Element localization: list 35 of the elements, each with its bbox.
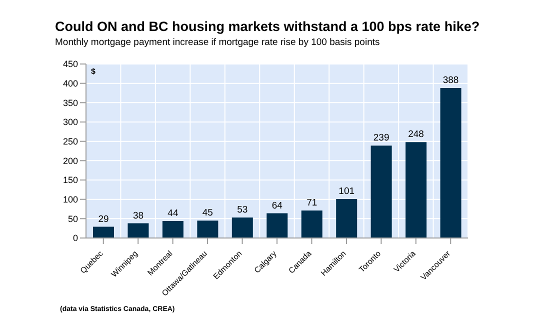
data-label: 239	[373, 132, 390, 144]
data-label: 53	[237, 204, 248, 216]
y-tick-label: 50	[68, 214, 78, 224]
y-axis-title: $	[91, 67, 96, 76]
bar	[301, 210, 322, 238]
y-tick-label: 350	[62, 98, 78, 108]
data-label: 71	[306, 198, 318, 209]
data-label: 388	[442, 74, 459, 86]
bar	[93, 226, 114, 238]
data-label: 44	[168, 208, 178, 219]
y-tick-label: 400	[62, 78, 78, 89]
y-tick-label: 100	[62, 194, 78, 205]
chart-title: Could ON and BC housing markets withstand a 100 bps rate hike?	[55, 19, 480, 34]
bar	[440, 88, 462, 238]
bar	[370, 146, 392, 238]
bar	[197, 220, 218, 238]
y-tick-label: 450	[62, 59, 78, 70]
y-tick-label: 150	[62, 175, 78, 186]
chart-subtitle: Monthly mortgage payment increase if mortgage rate rise by 100 basis points	[55, 37, 380, 48]
data-label: 45	[202, 208, 213, 219]
y-tick-label: 200	[62, 156, 78, 166]
data-label: 248	[408, 129, 424, 140]
bar	[162, 220, 184, 238]
bar	[232, 218, 253, 238]
bar	[128, 223, 149, 238]
y-tick-label: 300	[62, 117, 78, 128]
bar	[266, 213, 288, 238]
y-tick-label: 0	[72, 233, 78, 244]
data-label: 101	[338, 186, 355, 197]
data-label: 29	[98, 214, 109, 225]
y-tick-label: 250	[62, 136, 78, 147]
bar	[406, 142, 427, 238]
bar	[336, 198, 358, 238]
data-label: 64	[272, 200, 282, 212]
data-label: 38	[132, 210, 144, 222]
